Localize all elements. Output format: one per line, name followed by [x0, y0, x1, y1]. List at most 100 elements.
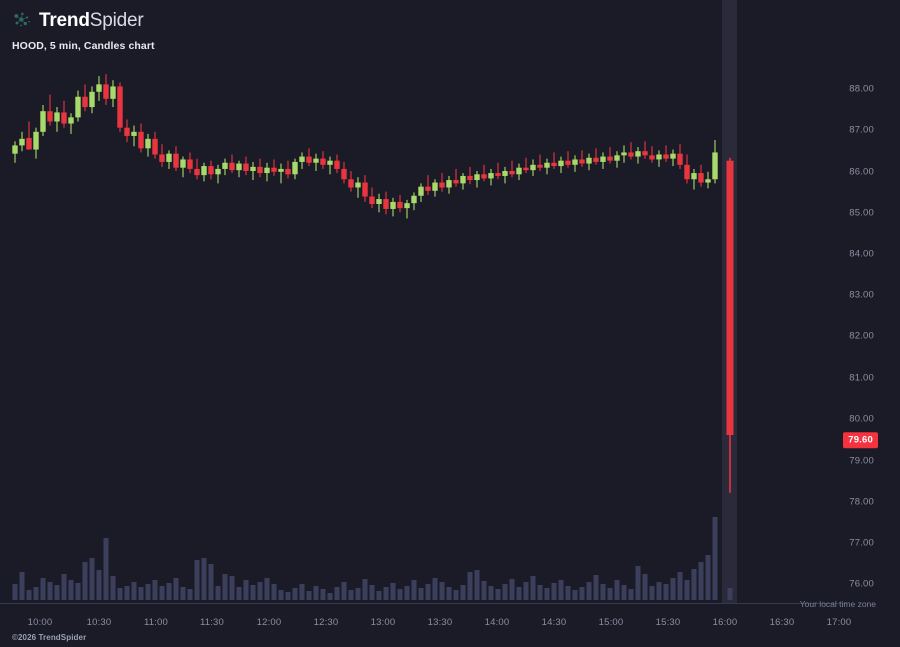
candle	[145, 133, 151, 157]
current-price-tag[interactable]: 79.60	[843, 432, 878, 448]
candle	[369, 187, 375, 209]
time-tick-label: 13:00	[370, 617, 396, 628]
volume-bar	[663, 584, 669, 600]
candle-wick	[525, 157, 527, 174]
candle-body	[75, 96, 81, 118]
candle	[327, 156, 333, 175]
volume-bar	[138, 587, 144, 600]
candle	[257, 158, 263, 178]
candle-wick	[441, 173, 443, 192]
volume-bar	[432, 578, 438, 600]
candle-body	[362, 182, 368, 197]
volume-bar	[418, 588, 424, 600]
candle-body	[523, 167, 529, 171]
candle-body	[439, 182, 445, 188]
candle	[509, 160, 515, 178]
candle-body	[579, 159, 585, 164]
volume-bar	[404, 586, 410, 600]
candle-body	[453, 180, 459, 184]
price-tick-label: 81.00	[849, 372, 874, 384]
candle	[61, 100, 67, 128]
candle	[285, 160, 291, 179]
candle	[586, 153, 592, 171]
candle-body	[306, 156, 312, 163]
price-axis[interactable]: 88.00 87.00 86.00 85.00 84.00 83.00 82.00 81.00…	[838, 0, 900, 647]
volume-bar	[82, 562, 88, 600]
candle	[684, 154, 690, 184]
candle-body	[159, 154, 165, 162]
volume-bar	[26, 590, 32, 600]
time-axis[interactable]: Your local time zone ©2026 TrendSpider 1…	[0, 599, 900, 647]
volume-bar	[467, 572, 473, 600]
candle-wick	[511, 160, 513, 178]
candle-body	[670, 153, 676, 159]
volume-bar	[460, 585, 466, 600]
candle-wick	[469, 166, 471, 185]
candle-body	[467, 175, 473, 181]
candle-body	[474, 174, 480, 181]
volume-bar	[390, 583, 396, 600]
volume-bar	[54, 585, 60, 600]
candle-body	[348, 179, 354, 188]
price-tick-label: 87.00	[849, 124, 874, 136]
candle-body	[110, 86, 116, 99]
candle-body	[292, 161, 298, 175]
candle	[117, 82, 123, 132]
candle-body	[446, 180, 452, 188]
volume-bar	[684, 580, 690, 600]
volume-bar	[579, 587, 585, 600]
candle-body	[593, 157, 599, 162]
volume-bar	[565, 586, 571, 600]
copyright-label: ©2026 TrendSpider	[12, 633, 87, 642]
volume-bar	[19, 572, 25, 600]
candle-body	[264, 167, 270, 174]
candle-wick	[665, 145, 667, 162]
candle-body	[705, 179, 711, 183]
candle-body	[89, 91, 95, 108]
candle	[705, 171, 711, 189]
candle	[355, 177, 361, 198]
candle-body	[285, 168, 291, 175]
candle	[495, 162, 501, 180]
candle	[292, 158, 298, 180]
volume-bar	[586, 582, 592, 600]
price-tick-label: 86.00	[849, 166, 874, 178]
volume-bar	[691, 569, 697, 600]
volume-bar	[187, 589, 193, 600]
candle-body	[138, 131, 144, 149]
candle	[537, 154, 543, 171]
time-tick-label: 15:30	[655, 617, 681, 628]
volume-bar	[621, 585, 627, 600]
volume-bar	[551, 583, 557, 600]
volume-bar	[411, 580, 417, 600]
candle-body	[68, 117, 74, 124]
time-tick-label: 10:00	[27, 617, 53, 628]
candle-wick	[581, 150, 583, 167]
volume-bar	[572, 590, 578, 600]
volume-bar	[166, 583, 172, 600]
candle-body	[425, 186, 431, 191]
volume-bar	[523, 582, 529, 600]
volume-bar	[243, 580, 249, 600]
volume-bar	[236, 587, 242, 600]
candle	[194, 158, 200, 180]
candle	[26, 121, 32, 150]
candle	[691, 168, 697, 190]
candle-body	[628, 152, 634, 157]
candle	[166, 150, 172, 169]
candle-body	[376, 199, 382, 204]
candle-body	[502, 171, 508, 176]
candle-body	[257, 166, 263, 174]
volume-bar	[103, 538, 109, 600]
volume-bar	[474, 570, 480, 600]
candle	[362, 175, 368, 202]
candle	[131, 125, 137, 147]
candle	[124, 119, 130, 143]
candle	[600, 152, 606, 169]
volume-bar	[656, 582, 662, 600]
volume-bar	[383, 587, 389, 600]
volume-bar	[705, 555, 711, 600]
candle-wick	[406, 199, 408, 219]
